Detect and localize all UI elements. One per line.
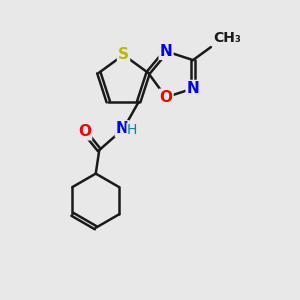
Text: CH₃: CH₃ [213, 31, 241, 45]
Text: N: N [187, 81, 200, 96]
Text: N: N [116, 122, 129, 136]
Text: N: N [160, 44, 172, 59]
Text: O: O [78, 124, 91, 139]
Text: H: H [127, 123, 137, 137]
Text: S: S [118, 47, 129, 62]
Text: O: O [160, 90, 172, 105]
